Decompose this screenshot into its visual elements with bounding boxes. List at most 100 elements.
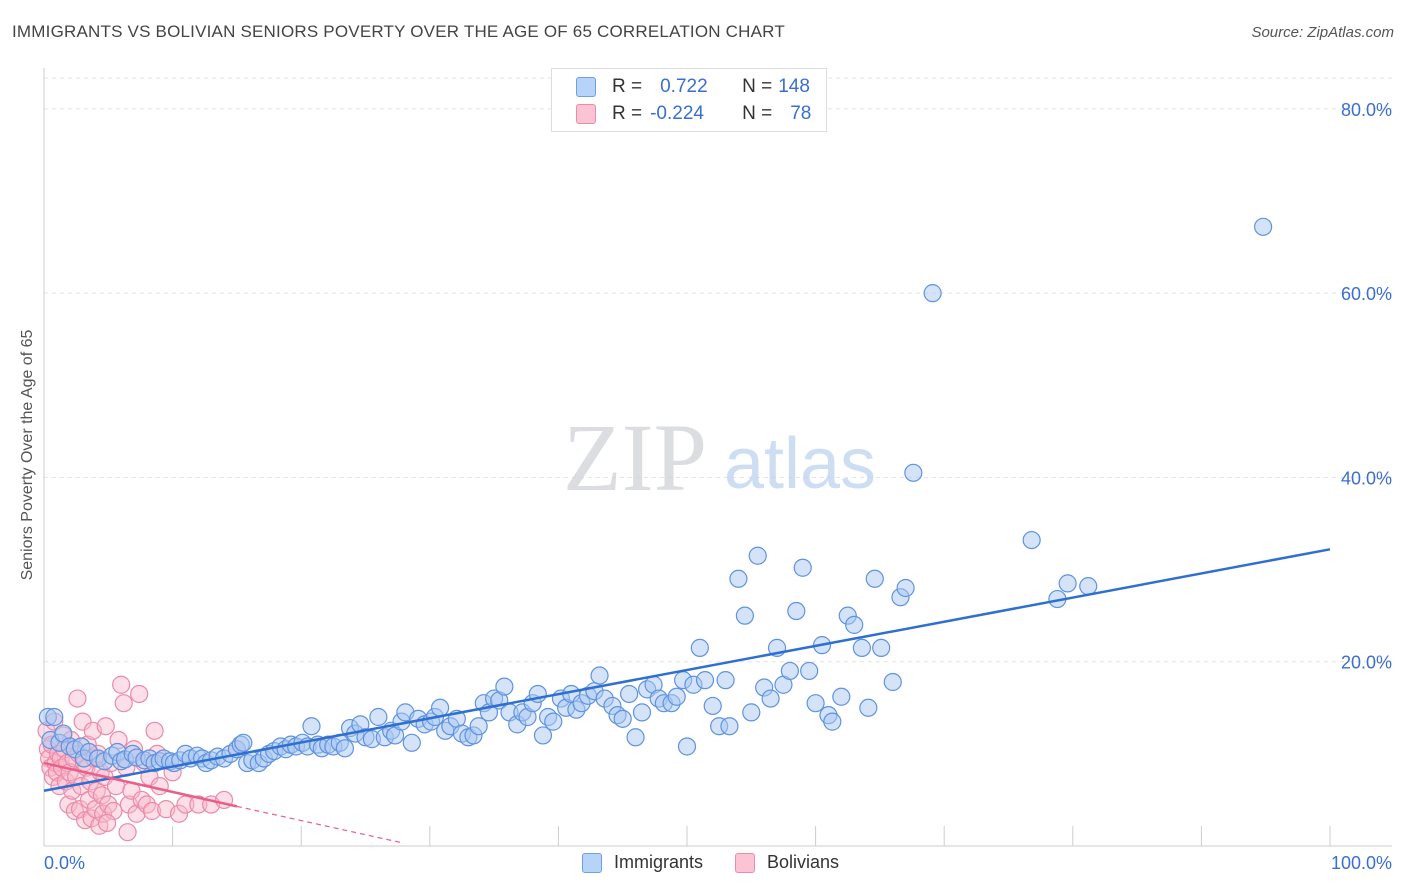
- bolivians-point: [59, 795, 78, 814]
- bolivians-point: [118, 823, 137, 842]
- immigrants-point: [852, 638, 871, 657]
- immigrants-point: [626, 728, 645, 747]
- immigrants-point: [904, 463, 923, 482]
- bolivians-point: [145, 721, 164, 740]
- immigrants-swatch: [582, 852, 602, 873]
- immigrants-point: [613, 709, 632, 728]
- legend-item-bolivians: Bolivians: [735, 852, 839, 873]
- immigrants-point: [469, 717, 488, 736]
- immigrants-point: [823, 712, 842, 731]
- immigrants-point: [369, 707, 388, 727]
- y-tick-label: 20.0%: [1341, 653, 1392, 673]
- immigrants-point: [495, 677, 514, 696]
- immigrants-point: [677, 737, 697, 756]
- chart-title: IMMIGRANTS VS BOLIVIAN SENIORS POVERTY O…: [12, 22, 785, 41]
- watermark-zip: ZIP: [563, 404, 707, 511]
- immigrants-r-value: 0.722: [660, 76, 708, 97]
- n-label: N =: [742, 76, 773, 97]
- n-label: N =: [742, 103, 773, 124]
- immigrants-point: [923, 284, 942, 303]
- immigrants-point: [690, 638, 709, 657]
- immigrants-trendline: [43, 548, 1331, 792]
- bolivians-point: [130, 684, 149, 704]
- immigrants-point: [742, 703, 761, 722]
- r-label: R =: [612, 103, 643, 124]
- tick-labels: 20.0% 40.0% 60.0% 80.0% 0.0% 100.0%: [44, 100, 1392, 873]
- bolivians-point: [142, 801, 162, 821]
- immigrants-point: [667, 687, 686, 706]
- bolivians-n-value: 78: [790, 103, 812, 124]
- immigrants-point: [729, 569, 748, 588]
- bolivians-point: [112, 675, 131, 694]
- source-label: Source: ZipAtlas.com: [1251, 24, 1394, 41]
- trendlines: [43, 548, 1331, 844]
- bolivians-point: [96, 717, 115, 736]
- immigrants-point: [896, 578, 915, 598]
- bolivians-point: [73, 712, 92, 731]
- bolivians-r-value: -0.224: [650, 103, 704, 124]
- series-legend: Immigrants Bolivians: [582, 852, 871, 873]
- immigrants-point: [806, 694, 825, 713]
- bolivians-point: [169, 804, 189, 823]
- immigrants-point: [865, 569, 884, 588]
- grid: [44, 77, 1392, 663]
- bolivians-point: [150, 777, 169, 796]
- immigrants-point: [45, 707, 64, 727]
- immigrants-point: [1079, 577, 1098, 596]
- immigrants-point: [302, 717, 321, 736]
- bolivians-point: [92, 786, 111, 805]
- immigrants-point: [402, 733, 421, 752]
- immigrants-point: [735, 606, 754, 625]
- bolivians-point: [189, 795, 208, 814]
- immigrants-point: [872, 638, 891, 657]
- immigrants-point: [832, 687, 851, 706]
- immigrants-point: [845, 615, 864, 634]
- bolivians-trendline: [43, 761, 238, 808]
- immigrants-n-value: 148: [778, 76, 810, 97]
- immigrants-point: [1058, 574, 1077, 593]
- y-tick-label: 40.0%: [1341, 468, 1392, 488]
- immigrants-swatch: [576, 77, 596, 97]
- stats-legend: R = 0.722 N = 148 R = -0.224 N = 78: [551, 68, 827, 132]
- y-tick-label: 80.0%: [1341, 100, 1392, 120]
- immigrants-point: [335, 739, 355, 758]
- immigrants-point: [748, 546, 767, 565]
- x-tick-label-max: 100.0%: [1331, 853, 1392, 873]
- bolivians-point: [68, 689, 87, 708]
- x-tick-label-min: 0.0%: [44, 853, 85, 873]
- bolivians-point: [114, 694, 133, 713]
- immigrants-point: [703, 696, 722, 716]
- immigrants-point: [1254, 217, 1273, 236]
- immigrants-point: [632, 703, 652, 722]
- immigrants-point: [859, 698, 878, 717]
- legend-immigrants-label: Immigrants: [614, 852, 704, 872]
- bolivians-point: [127, 804, 146, 823]
- immigrants-point: [590, 666, 609, 685]
- immigrants-point: [780, 661, 799, 681]
- immigrants-point: [787, 601, 806, 621]
- legend-item-immigrants: Immigrants: [582, 852, 703, 873]
- bolivians-trendline-extension: [236, 805, 405, 844]
- y-tick-label: 60.0%: [1341, 284, 1392, 304]
- legend-bolivians-label: Bolivians: [767, 852, 840, 872]
- legend-row-bolivians: R = -0.224 N = 78: [576, 102, 811, 126]
- bolivians-point: [94, 804, 113, 823]
- immigrants-point: [883, 672, 902, 692]
- immigrants-point: [430, 698, 450, 717]
- immigrants-point: [234, 733, 253, 752]
- bolivians-swatch: [576, 104, 596, 124]
- immigrants-point: [761, 689, 780, 708]
- r-label: R =: [612, 76, 643, 97]
- immigrants-point: [1022, 530, 1041, 550]
- immigrants-point: [620, 684, 639, 704]
- immigrants-point: [720, 717, 739, 736]
- immigrants-point: [533, 726, 553, 745]
- immigrants-point: [544, 712, 563, 731]
- bolivians-point: [97, 813, 117, 833]
- immigrants-point: [695, 671, 715, 690]
- immigrants-point: [800, 661, 819, 681]
- watermark-atlas: atlas: [724, 424, 876, 504]
- bolivians-swatch: [735, 852, 756, 873]
- immigrants-point: [793, 558, 812, 577]
